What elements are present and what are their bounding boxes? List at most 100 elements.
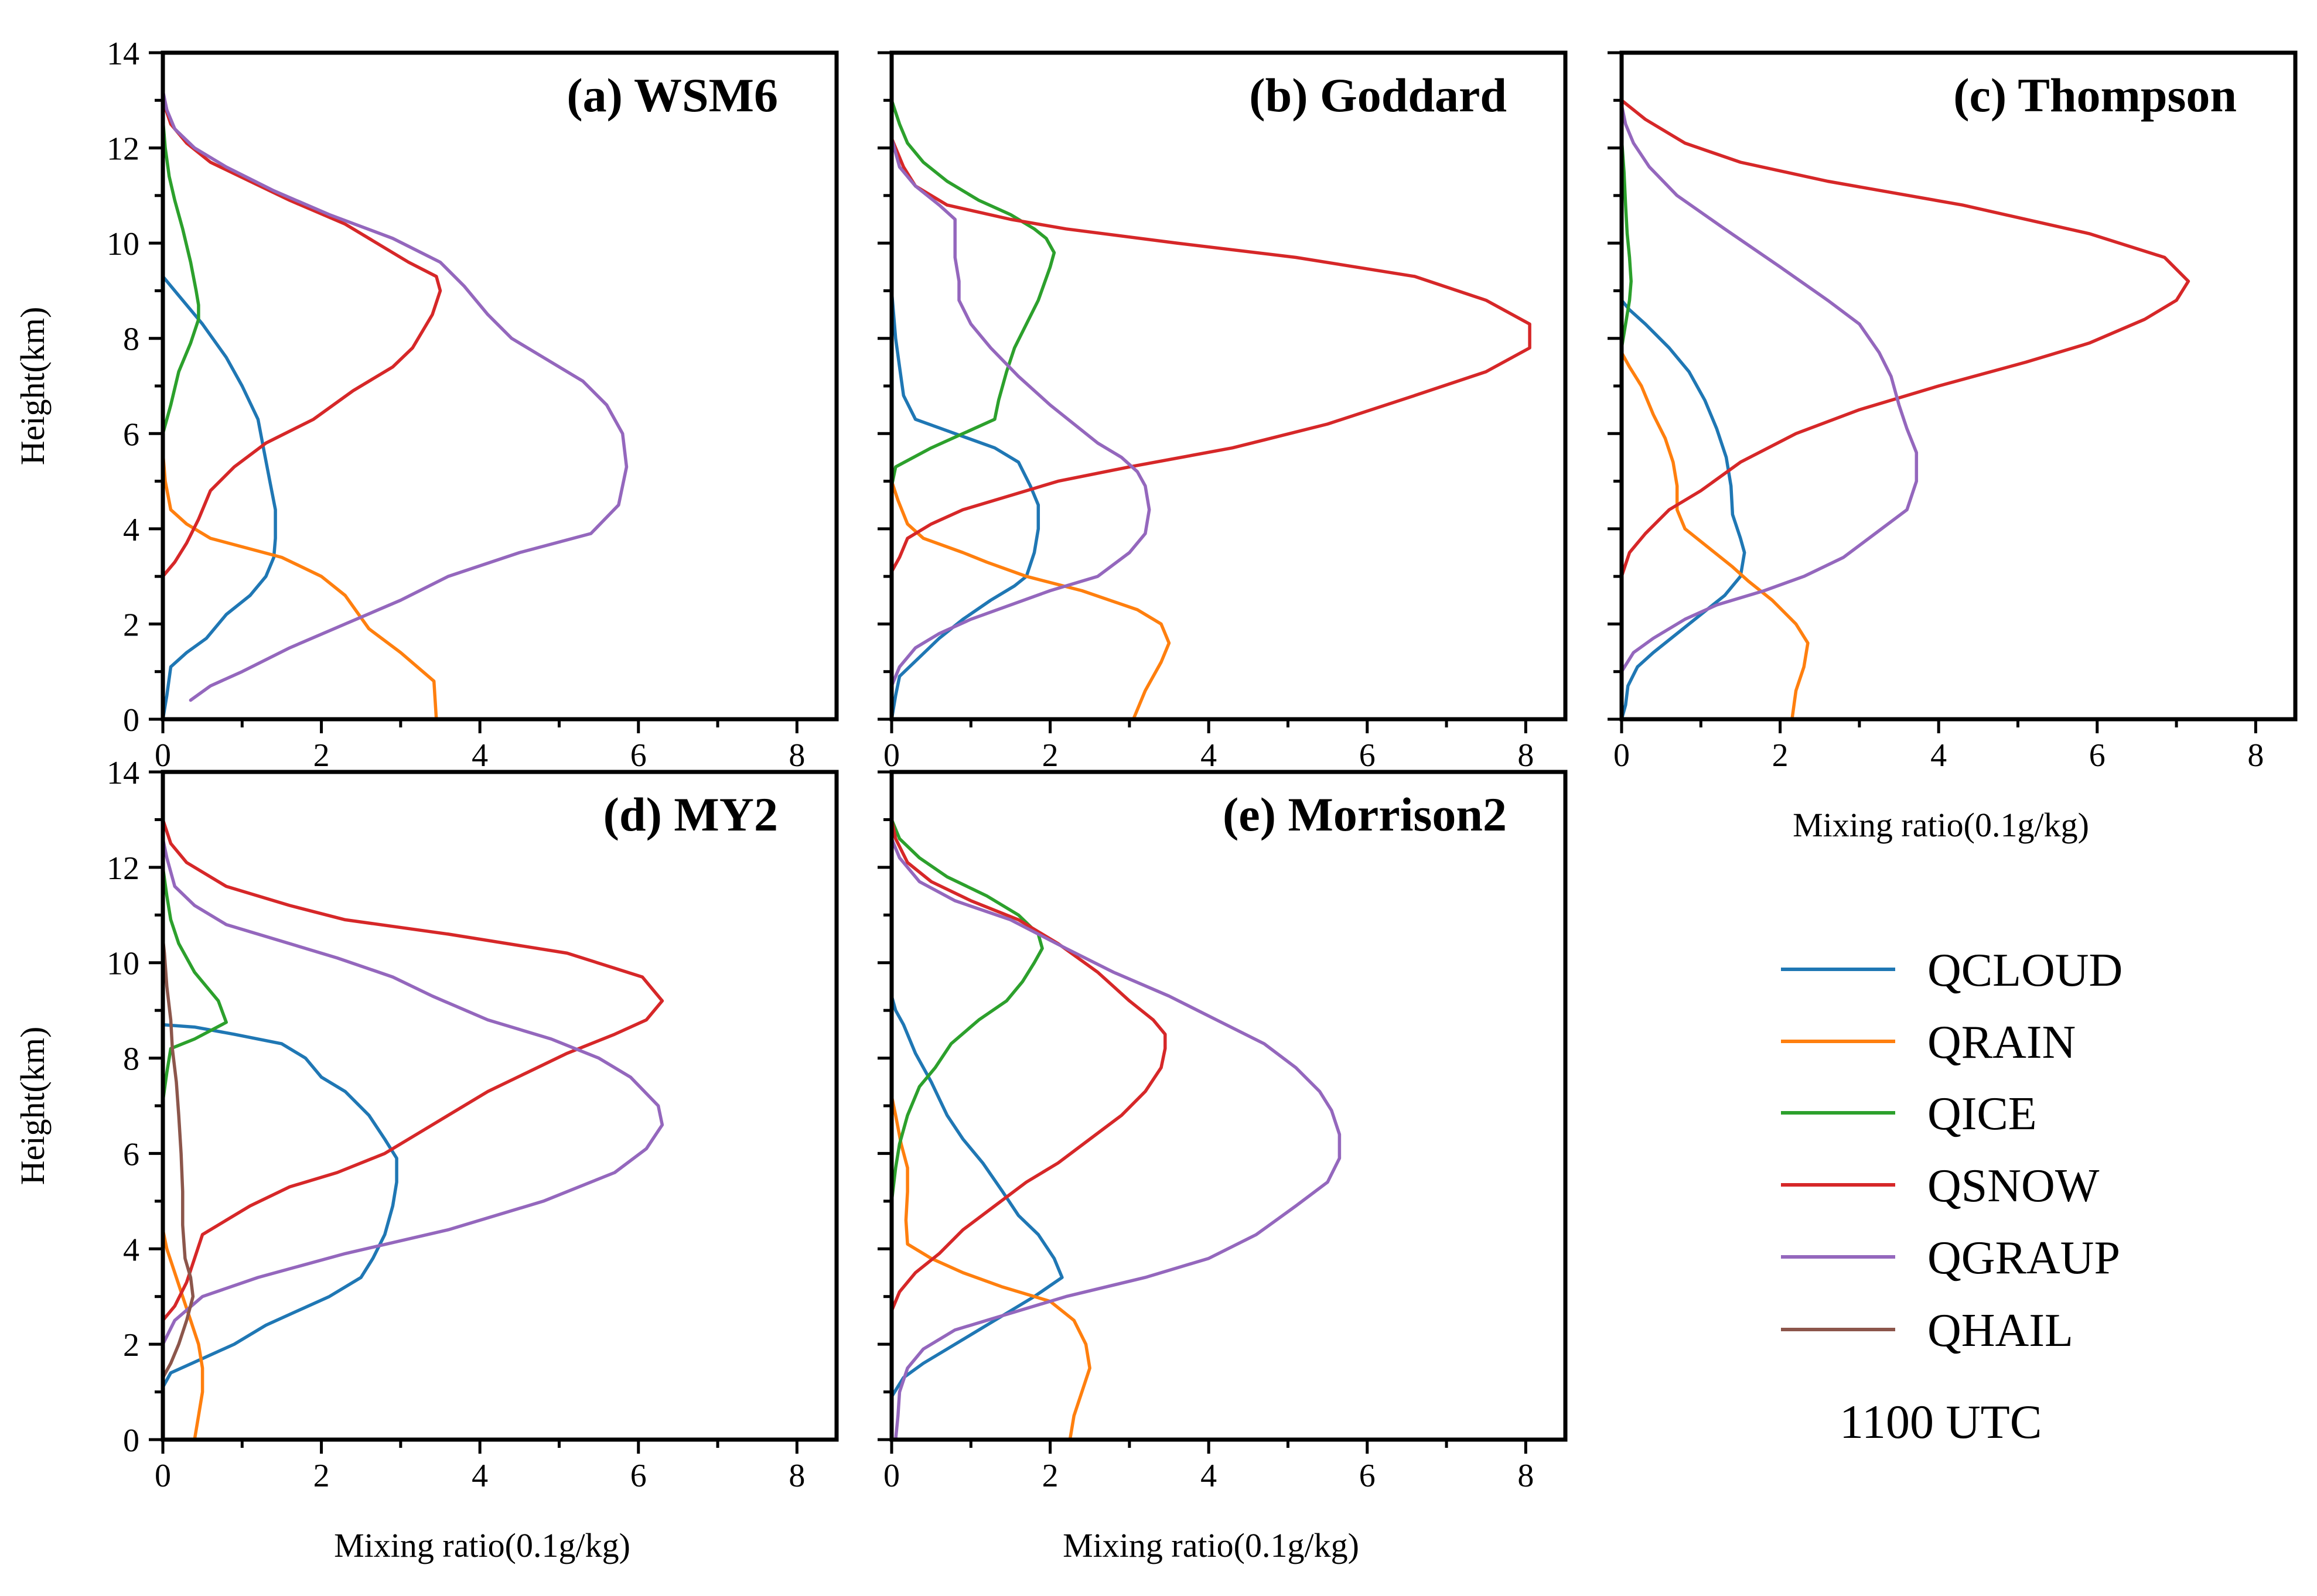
series-line-qgraup <box>163 89 629 702</box>
y-tick-label: 0 <box>123 1423 139 1459</box>
y-tick-label: 12 <box>107 850 139 887</box>
series-line-qgraup <box>163 837 664 1346</box>
series-group <box>892 98 1531 719</box>
series-line-qrain <box>1622 351 1810 719</box>
legend-entry-qrain: QRAIN <box>1781 1017 2076 1068</box>
y-axis-label: Height(km) <box>13 307 52 466</box>
y-tick-label: 10 <box>107 226 139 262</box>
series-line-qgraup <box>1622 103 1919 674</box>
axes-frame <box>161 770 839 1442</box>
x-tick-label: 6 <box>630 1458 647 1494</box>
x-tick-label: 4 <box>472 1458 488 1494</box>
series-line-qsnow <box>1622 98 2190 578</box>
legend-entry-qcloud: QCLOUD <box>1781 945 2123 996</box>
series-line-qrain <box>163 451 438 719</box>
chart-panel: 0 2 4 6 8 (e) Morrison2 Mixing ratio(0.1g/kg) <box>878 770 1568 1564</box>
y-tick-label: 0 <box>123 702 139 739</box>
x-tick-label: 0 <box>1613 737 1630 774</box>
x-tick-label: 2 <box>1042 737 1059 774</box>
panel-title: (c) Thompson <box>1953 69 2237 122</box>
y-tick-label: 6 <box>123 1136 139 1173</box>
x-tick-label: 6 <box>630 737 647 774</box>
chart-panel: 0 2 4 6 8 0 2 4 6 8 10 12 14 (a) WSM6 Height(km) <box>13 36 839 774</box>
legend-entry-qhail: QHAIL <box>1781 1305 2073 1356</box>
y-tick-label: 2 <box>123 1327 139 1363</box>
legend-label-qhail: QHAIL <box>1927 1305 2073 1356</box>
x-tick-label: 2 <box>1772 737 1789 774</box>
x-tick-label: 8 <box>1517 1458 1534 1494</box>
legend-label-qice: QICE <box>1927 1088 2037 1140</box>
y-tick-label: 8 <box>123 322 139 358</box>
axes-frame <box>1619 50 2298 722</box>
x-axis-label: Mixing ratio(0.1g/kg) <box>334 1526 630 1564</box>
legend-label-qgraup: QGRAUP <box>1927 1232 2120 1284</box>
legend: QCLOUD QRAIN QICE QSNOW QGRAUP QHAIL <box>1781 945 2123 1356</box>
x-tick-label: 6 <box>2089 737 2106 774</box>
panels-layer: 0 2 4 6 8 0 2 4 6 8 10 12 14 (a) WSM6 Height(km) 0 2 4 6 8 (… <box>13 36 2298 1564</box>
panel-title: (e) Morrison2 <box>1223 788 1507 841</box>
panel-title: (b) Goddard <box>1249 69 1507 122</box>
x-tick-label: 8 <box>789 737 805 774</box>
legend-label-qrain: QRAIN <box>1927 1017 2076 1068</box>
x-tick-label: 0 <box>155 737 171 774</box>
y-tick-label: 6 <box>123 416 139 453</box>
y-tick-label: 14 <box>107 755 139 791</box>
legend-label-qsnow: QSNOW <box>1927 1160 2100 1212</box>
panel-title: (a) WSM6 <box>567 69 778 122</box>
x-tick-label: 0 <box>883 1458 900 1494</box>
series-line-qsnow <box>163 818 664 1322</box>
x-axis-label: Mixing ratio(0.1g/kg) <box>1793 806 2089 844</box>
series-group <box>1622 98 2190 719</box>
y-tick-label: 4 <box>123 1232 139 1268</box>
y-tick-label: 10 <box>107 946 139 982</box>
series-line-qcloud <box>892 994 1064 1399</box>
y-axis-label: Height(km) <box>13 1027 52 1185</box>
series-line-qice <box>163 118 200 436</box>
series-line-qhail <box>163 937 195 1379</box>
series-line-qsnow <box>163 98 442 578</box>
x-tick-label: 6 <box>1359 737 1376 774</box>
time-label: 1100 UTC <box>1840 1395 2042 1448</box>
series-line-qice <box>892 98 1056 488</box>
series-line-qcloud <box>163 1023 398 1389</box>
x-axis-label: Mixing ratio(0.1g/kg) <box>1063 1526 1359 1564</box>
x-tick-label: 4 <box>1200 737 1217 774</box>
x-tick-label: 2 <box>1042 1458 1059 1494</box>
axes-frame <box>889 50 1568 722</box>
y-tick-label: 14 <box>107 36 139 72</box>
series-group <box>163 89 629 719</box>
panel-title: (d) MY2 <box>603 788 778 841</box>
axes-frame <box>889 770 1568 1442</box>
legend-entry-qsnow: QSNOW <box>1781 1160 2100 1212</box>
series-line-qcloud <box>892 289 1040 719</box>
x-tick-label: 6 <box>1359 1458 1376 1494</box>
series-line-qgraup <box>892 136 1151 688</box>
x-tick-label: 4 <box>1200 1458 1217 1494</box>
x-tick-label: 2 <box>313 737 330 774</box>
series-line-qrain <box>892 1094 1091 1440</box>
legend-entry-qgraup: QGRAUP <box>1781 1232 2120 1284</box>
y-tick-label: 12 <box>107 131 139 168</box>
series-line-qgraup <box>892 837 1342 1440</box>
x-tick-label: 4 <box>1930 737 1947 774</box>
series-line-qrain <box>892 479 1171 719</box>
x-tick-label: 0 <box>155 1458 171 1494</box>
series-line-qcloud <box>1622 298 1746 719</box>
chart-panel: 0 2 4 6 8 0 2 4 6 8 10 12 14 (d) MY2 Mixing ratio(0.1g… <box>13 755 839 1564</box>
y-tick-label: 4 <box>123 512 139 548</box>
legend-label-qcloud: QCLOUD <box>1927 945 2123 996</box>
y-tick-label: 2 <box>123 607 139 643</box>
series-line-qice <box>163 866 228 1103</box>
legend-entry-qice: QICE <box>1781 1088 2037 1140</box>
axes-frame <box>161 50 839 722</box>
series-line-qrain <box>163 1228 204 1440</box>
series-line-qcloud <box>163 275 277 719</box>
x-tick-label: 8 <box>1517 737 1534 774</box>
y-tick-label: 8 <box>123 1041 139 1078</box>
x-tick-label: 0 <box>883 737 900 774</box>
series-group <box>163 818 664 1440</box>
series-line-qice <box>1622 136 1633 350</box>
x-tick-label: 8 <box>789 1458 805 1494</box>
series-line-qice <box>892 818 1044 1203</box>
